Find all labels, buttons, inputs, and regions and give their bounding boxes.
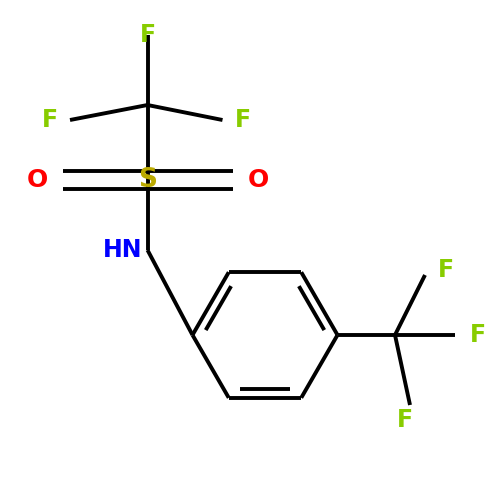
- Text: S: S: [138, 167, 157, 193]
- Text: F: F: [397, 408, 413, 432]
- Text: F: F: [140, 23, 156, 47]
- Text: F: F: [438, 258, 454, 282]
- Text: F: F: [470, 323, 486, 347]
- Text: HN: HN: [103, 238, 142, 262]
- Text: O: O: [248, 168, 269, 192]
- Text: F: F: [235, 108, 251, 132]
- Text: F: F: [42, 108, 58, 132]
- Text: O: O: [26, 168, 48, 192]
